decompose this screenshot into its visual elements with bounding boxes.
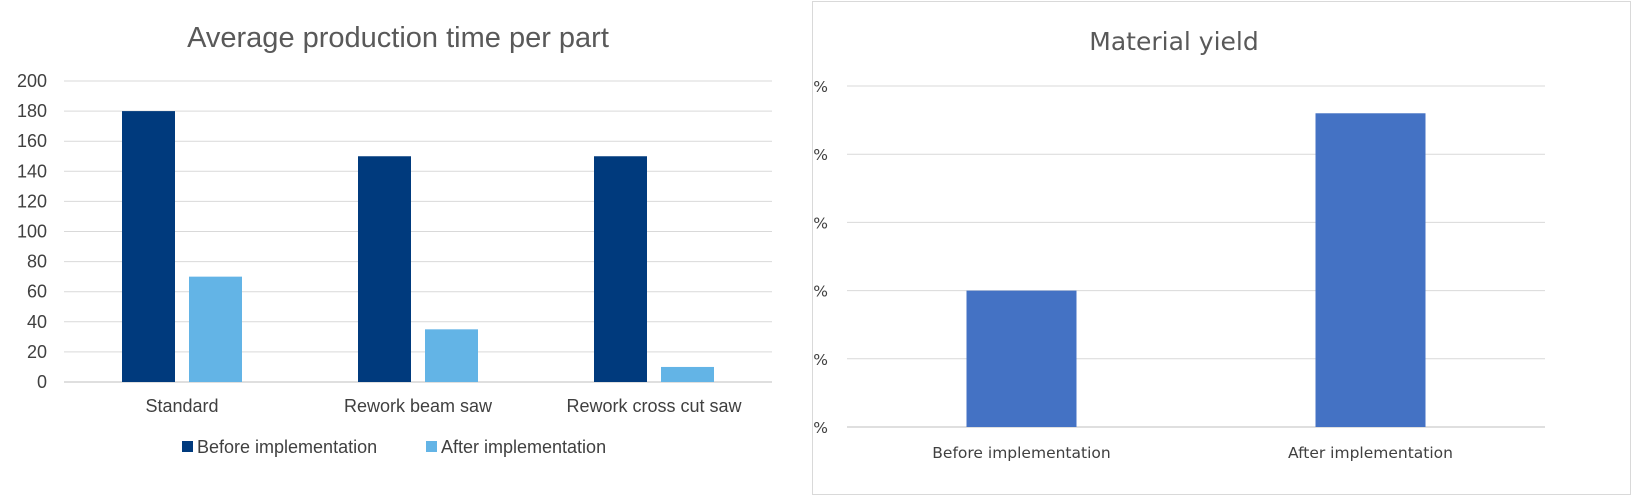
bar-after-standard: [189, 276, 242, 382]
bar-after-rework-beam-saw: [425, 329, 478, 382]
x-tick-label: Before implementation: [932, 444, 1110, 462]
y-tick-label: 100: [17, 222, 47, 242]
y-tick-label: 80%: [813, 283, 828, 301]
y-tick-label: 70%: [813, 419, 828, 437]
y-tick-label: 0: [37, 372, 47, 392]
y-tick-label: 60: [27, 282, 47, 302]
legend-swatch: [182, 441, 193, 452]
y-tick-label: 85%: [813, 214, 828, 232]
y-tick-label: 75%: [813, 351, 828, 369]
y-tick-label: 120: [17, 191, 47, 211]
material-yield-chart-panel: Material yield 70% 75% 80% 85% 90% 95% Before…: [812, 1, 1631, 495]
x-tick-label: Rework cross cut saw: [566, 396, 742, 416]
legend-swatch: [426, 441, 437, 452]
x-tick-label: Rework beam saw: [344, 396, 493, 416]
y-tick-label: 200: [17, 71, 47, 91]
bar-before-standard: [122, 111, 175, 382]
x-tick-label: After implementation: [1288, 444, 1453, 462]
y-tick-label: 140: [17, 161, 47, 181]
bar-before-rework-beam-saw: [358, 156, 411, 382]
material-yield-chart: Material yield 70% 75% 80% 85% 90% 95% Before…: [813, 27, 1545, 462]
bar-after-rework-cross-cut-saw: [661, 366, 714, 382]
x-tick-label: Standard: [145, 396, 218, 416]
y-tick-label: 95%: [813, 78, 828, 96]
production-time-chart-panel: Average production time per part 0 20 40 60…: [0, 0, 812, 496]
bar-before-rework-cross-cut-saw: [594, 156, 647, 382]
chart-title: Material yield: [1089, 27, 1258, 56]
y-tick-label: 90%: [813, 146, 828, 164]
y-tick-label: 20: [27, 342, 47, 362]
y-tick-label: 180: [17, 101, 47, 121]
chart-title: Average production time per part: [187, 22, 609, 54]
y-tick-label: 40: [27, 312, 47, 332]
production-time-chart: Average production time per part 0 20 40 60…: [17, 22, 772, 457]
bar-before-implementation: [966, 290, 1077, 427]
legend-label: After implementation: [441, 437, 606, 457]
y-tick-label: 80: [27, 252, 47, 272]
bar-after-implementation: [1315, 113, 1426, 427]
legend-label: Before implementation: [197, 437, 377, 457]
y-tick-label: 160: [17, 131, 47, 151]
